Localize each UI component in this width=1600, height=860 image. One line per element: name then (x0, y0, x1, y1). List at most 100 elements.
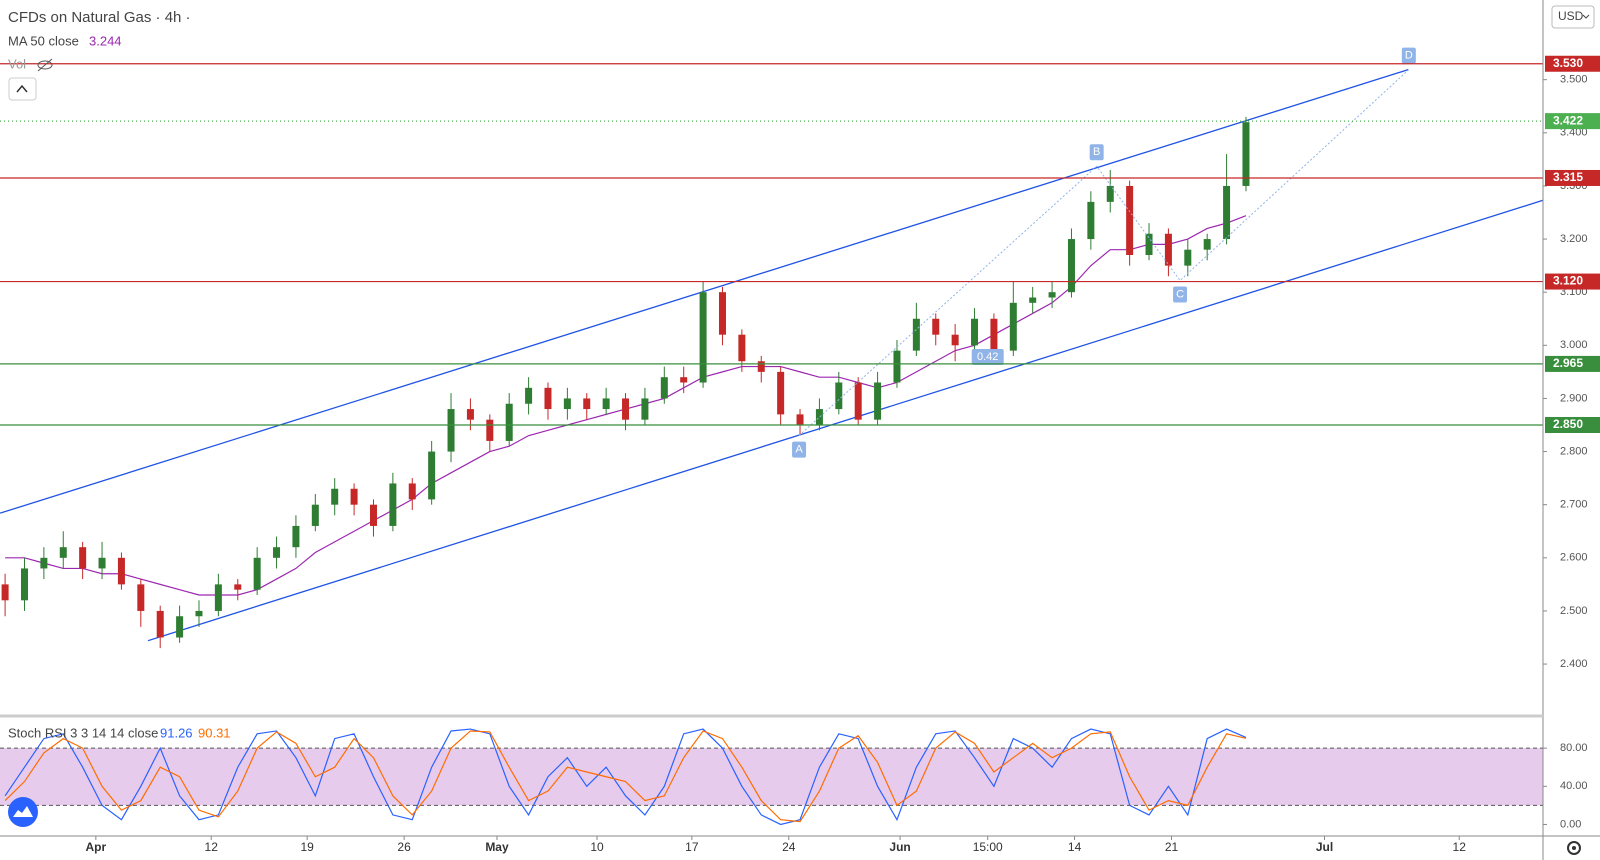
pattern-point-label: A (795, 444, 803, 456)
hide-icon[interactable] (37, 58, 53, 72)
candle-body (1067, 239, 1075, 293)
pattern-point-label: D (1405, 50, 1413, 62)
candle-body (176, 616, 184, 638)
currency: USD (1558, 9, 1584, 23)
candle-body (20, 568, 28, 601)
level-label: 3.315 (1553, 170, 1583, 184)
candle-body (854, 382, 862, 420)
stoch-d-value: 90.31 (198, 725, 231, 740)
level-box (1545, 55, 1600, 72)
candle-body (350, 488, 358, 505)
candle-body (137, 584, 145, 611)
x-tick-label: 15:00 (973, 840, 1003, 854)
y-tick-label: 2.500 (1560, 605, 1588, 617)
candle-body (292, 525, 300, 548)
pattern-point-box (792, 441, 807, 458)
candle-body (214, 584, 222, 611)
candle-body (912, 318, 920, 351)
y-tick-label: 3.000 (1560, 339, 1588, 351)
level-box (1545, 113, 1600, 130)
candle-body (98, 557, 106, 569)
price-panel: 2.4002.5002.6002.7002.8002.9003.0003.100… (0, 47, 1600, 670)
level-box (1545, 417, 1600, 433)
candle-body (777, 371, 785, 415)
candle-body (234, 584, 242, 590)
y-tick-label: 2.800 (1560, 445, 1588, 457)
chart-title: CFDs on Natural Gas · 4h · (8, 9, 191, 26)
overlay: CFDs on Natural Gas · 4h · MA 50 close 3… (8, 5, 1595, 855)
candle-body (990, 318, 998, 351)
candle-body (369, 504, 377, 526)
ma-value: 3.244 (89, 33, 122, 48)
level-label: 2.850 (1553, 417, 1583, 431)
candle-body (1203, 239, 1211, 250)
candle-body (893, 350, 901, 383)
candle-body (1029, 297, 1037, 303)
candle-body (1164, 233, 1172, 266)
level-label: 3.422 (1553, 113, 1583, 127)
candle-body (40, 557, 48, 569)
y-tick-label: 80.00 (1560, 742, 1588, 754)
candle-body (486, 419, 494, 441)
stoch-line (4, 728, 1247, 826)
candle-body (1048, 292, 1056, 298)
level-box (1545, 169, 1600, 186)
candle-body (602, 398, 610, 410)
level-box (1545, 355, 1600, 372)
pattern-point-label: C (1176, 288, 1184, 300)
channel-line (0, 68, 1409, 514)
candle-body (971, 318, 979, 346)
stoch-title: Stoch RSI 3 3 14 14 close (8, 725, 158, 740)
candle-body (660, 377, 668, 399)
candle-body (796, 414, 804, 425)
channel-line (147, 199, 1544, 642)
candle-body (505, 403, 513, 441)
x-tick-label: 12 (1453, 840, 1467, 854)
candle-body (1145, 233, 1153, 255)
candle-body (1126, 185, 1134, 255)
level-label: 3.120 (1553, 274, 1583, 288)
candle-body (874, 382, 882, 420)
y-tick-label: 3.500 (1560, 74, 1588, 86)
candle-body (951, 334, 959, 346)
candle-body (1009, 302, 1017, 351)
candle-body (195, 610, 203, 617)
x-tick-label: 26 (397, 840, 411, 854)
candle-body (699, 292, 707, 383)
y-tick-label: 40.00 (1560, 780, 1588, 792)
y-tick-label: 2.600 (1560, 552, 1588, 564)
pattern-point-box (1089, 144, 1104, 161)
candle-body (253, 557, 261, 590)
candle-body (331, 488, 339, 505)
pattern-point-box (1401, 47, 1416, 64)
candle-body (525, 387, 533, 404)
settings-button[interactable] (1567, 841, 1581, 855)
candle-body (641, 398, 649, 420)
collapse-button[interactable] (8, 77, 37, 101)
x-tick-label: 14 (1068, 840, 1082, 854)
candle-body (1, 584, 9, 601)
logo[interactable] (8, 797, 38, 827)
candle-body (273, 547, 281, 558)
candle-body (59, 547, 67, 558)
x-tick-label: 10 (590, 840, 604, 854)
level-box (1545, 273, 1600, 290)
y-tick-label: 0.00 (1560, 818, 1581, 830)
candle-body (718, 292, 726, 335)
x-tick-label: May (485, 840, 509, 854)
x-tick-label: Jul (1316, 840, 1333, 854)
x-tick-label: 21 (1165, 840, 1179, 854)
stoch-panel: 0.00 40.00 80.00 (0, 728, 1588, 830)
ma-name: MA 50 close (8, 33, 79, 48)
candle-body (932, 318, 940, 335)
y-tick-label: 2.900 (1560, 392, 1588, 404)
pattern-point-label: B (1093, 146, 1100, 158)
candle-body (466, 409, 474, 420)
x-tick-label: 17 (685, 840, 699, 854)
candle-body (156, 610, 164, 638)
candle-body (447, 409, 455, 452)
stoch-band (0, 748, 1543, 806)
candle-body (583, 398, 591, 410)
currency-select[interactable]: USD (1551, 5, 1595, 29)
